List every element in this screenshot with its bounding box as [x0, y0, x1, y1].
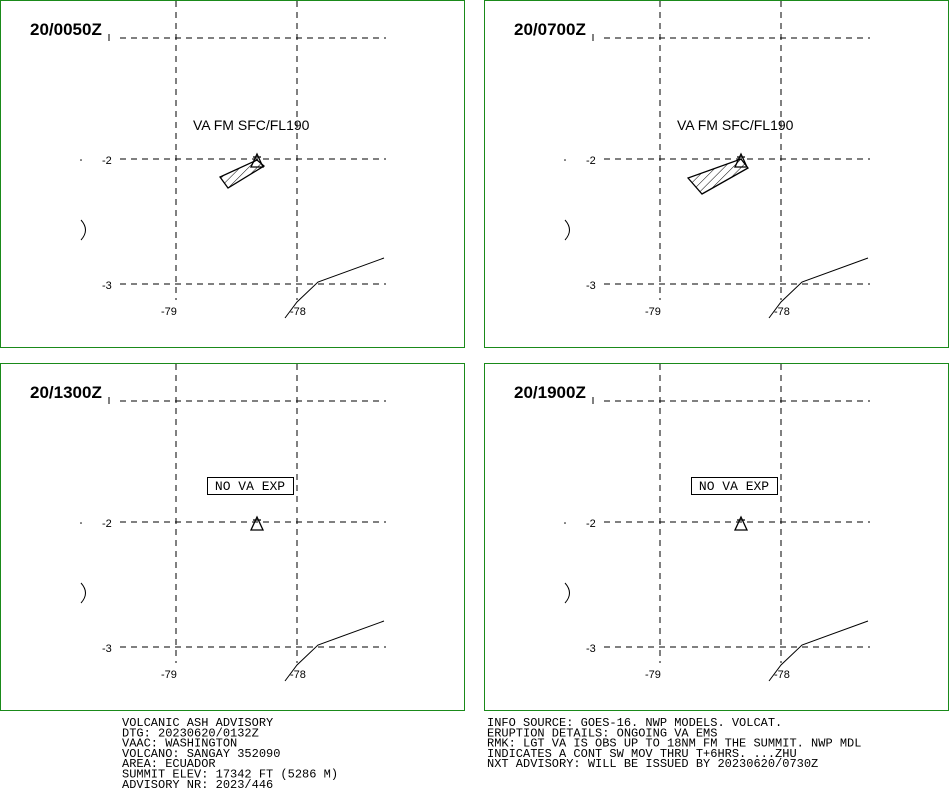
map-panel: 20/1900Z -2 -3 -79 -78 NO VA EXP	[484, 363, 949, 711]
map-panel: 20/0700Z -2 -3 -79 -78 VA FM SFC/FL190	[484, 0, 949, 348]
advisory-line: RMK: LGT VA IS OBS UP TO 18NM FM THE SUM…	[487, 737, 861, 751]
map-dot	[80, 522, 82, 524]
lat-label: -3	[586, 643, 596, 655]
lon-label: -79	[645, 306, 661, 318]
map-panel: 20/0050Z -2 -3 -79 -78 VA FM SFC/FL190	[0, 0, 465, 348]
advisory-line: VOLCANIC ASH ADVISORY	[122, 716, 273, 730]
volcano-symbol	[733, 515, 749, 531]
ash-plume	[686, 158, 749, 195]
label-box	[207, 477, 294, 495]
map-dot	[564, 159, 566, 161]
panel-border	[484, 363, 949, 711]
advisory-line: INDICATES A CONT SW MOV THRU T+6HRS. ...…	[487, 747, 797, 761]
coastline	[564, 582, 570, 604]
coastline	[284, 257, 385, 319]
ash-plume	[219, 159, 266, 189]
lat-label: -2	[102, 518, 112, 530]
valid-time: 20/0700Z	[514, 20, 586, 39]
coastline	[768, 257, 869, 319]
lat-label: -3	[102, 280, 112, 292]
coastline	[80, 219, 86, 241]
volcano-symbol	[249, 515, 265, 531]
no-ash-label: NO VA EXP	[215, 479, 285, 494]
volcano-symbol	[249, 152, 265, 168]
advisory-line: VOLCANO: SANGAY 352090	[122, 747, 280, 761]
advisory-line: ERUPTION DETAILS: ONGOING VA EMS	[487, 726, 717, 740]
lat-label: -2	[586, 155, 596, 167]
advisory-line: VAAC: WASHINGTON	[122, 737, 237, 751]
lon-label: -78	[290, 306, 306, 318]
lon-label: -79	[161, 669, 177, 681]
lon-label: -78	[774, 306, 790, 318]
volcano-symbol	[733, 152, 749, 168]
plume-label: VA FM SFC/FL190	[193, 117, 310, 133]
lat-label: -2	[102, 155, 112, 167]
valid-time: 20/1900Z	[514, 383, 586, 402]
advisory-line: AREA: ECUADOR	[122, 757, 216, 771]
lat-label: -3	[102, 643, 112, 655]
lon-label: -78	[774, 669, 790, 681]
advisory-line: INFO SOURCE: GOES-16. NWP MODELS. VOLCAT…	[487, 716, 782, 730]
lat-label: -2	[586, 518, 596, 530]
lon-label: -79	[645, 669, 661, 681]
coastline	[284, 620, 385, 682]
coastline	[80, 582, 86, 604]
panel-border	[0, 0, 465, 348]
valid-time: 20/0050Z	[30, 20, 102, 39]
coastline	[564, 219, 570, 241]
lon-label: -78	[290, 669, 306, 681]
panel-border	[484, 0, 949, 348]
advisory-line: ADVISORY NR: 2023/446	[122, 778, 273, 792]
advisory-line: SUMMIT ELEV: 17342 FT (5286 M)	[122, 768, 338, 782]
label-box	[691, 477, 778, 495]
map-dot	[564, 522, 566, 524]
map-panel: 20/1300Z -2 -3 -79 -78 NO VA EXP	[0, 363, 465, 711]
valid-time: 20/1300Z	[30, 383, 102, 402]
lat-label: -3	[586, 280, 596, 292]
panel-border	[0, 363, 465, 711]
map-dot	[80, 159, 82, 161]
advisory-line: DTG: 20230620/0132Z	[122, 726, 259, 740]
no-ash-label: NO VA EXP	[699, 479, 769, 494]
plume-label: VA FM SFC/FL190	[677, 117, 794, 133]
coastline	[768, 620, 869, 682]
advisory-line: NXT ADVISORY: WILL BE ISSUED BY 20230620…	[487, 757, 818, 771]
lon-label: -79	[161, 306, 177, 318]
